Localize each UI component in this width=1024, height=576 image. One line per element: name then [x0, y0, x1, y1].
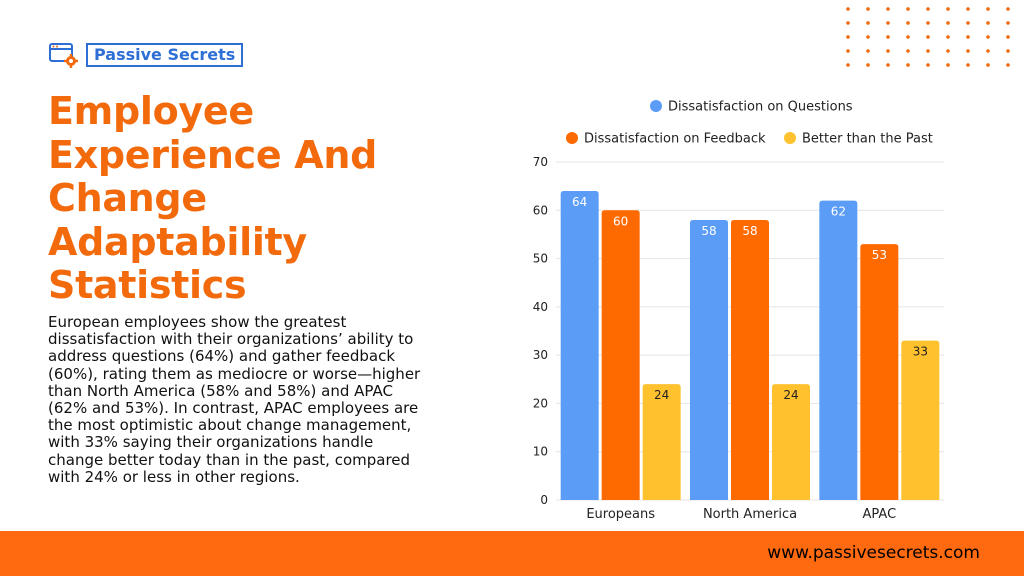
- description-paragraph: European employees show the greatest dis…: [48, 313, 421, 486]
- data-label: 58: [701, 224, 716, 238]
- y-tick-label: 10: [533, 445, 548, 459]
- legend-label: Dissatisfaction on Feedback: [584, 132, 766, 147]
- data-label: 53: [872, 248, 887, 262]
- data-label: 58: [742, 224, 757, 238]
- x-tick-label: Europeans: [586, 507, 655, 522]
- bar: [690, 219, 728, 500]
- data-label: 24: [654, 388, 669, 402]
- data-label: 24: [783, 388, 798, 402]
- data-label: 64: [572, 195, 587, 209]
- legend-marker: [650, 100, 662, 112]
- y-tick-label: 50: [533, 252, 548, 266]
- legend-label: Better than the Past: [802, 132, 933, 147]
- y-tick-label: 0: [540, 493, 548, 507]
- y-tick-label: 40: [533, 300, 548, 314]
- page-title: Employee Experience And Change Adaptabil…: [48, 89, 378, 307]
- brand-name: Passive Secrets: [86, 43, 244, 67]
- brand-logo[interactable]: Passive Secrets: [48, 42, 244, 68]
- legend-marker: [784, 132, 796, 144]
- browser-gear-icon: [48, 42, 84, 68]
- dot-pattern-decoration: [838, 2, 1024, 76]
- bar: [772, 384, 810, 500]
- website-url[interactable]: www.passivesecrets.com: [767, 543, 980, 563]
- y-tick-label: 70: [533, 155, 548, 169]
- y-tick-label: 30: [533, 348, 548, 362]
- bar: [601, 210, 640, 500]
- legend-marker: [566, 132, 578, 144]
- bar: [642, 384, 681, 500]
- bar: [860, 244, 899, 500]
- legend-label: Dissatisfaction on Questions: [668, 100, 853, 115]
- y-tick-label: 60: [533, 203, 548, 217]
- grouped-bar-chart: 0 10 20 30 40 50 60 70 Dissatisfaction on Questi…: [533, 100, 944, 522]
- x-tick-label: APAC: [863, 507, 897, 522]
- bar: [731, 219, 769, 500]
- bar: [819, 200, 858, 500]
- footer-bar: www.passivesecrets.com: [0, 531, 1024, 576]
- data-label: 60: [613, 214, 628, 228]
- x-tick-label: North America: [703, 507, 797, 522]
- y-tick-label: 20: [533, 396, 548, 410]
- data-label: 62: [831, 205, 846, 219]
- bar: [560, 190, 599, 500]
- bar: [901, 340, 940, 500]
- data-label: 33: [913, 345, 928, 359]
